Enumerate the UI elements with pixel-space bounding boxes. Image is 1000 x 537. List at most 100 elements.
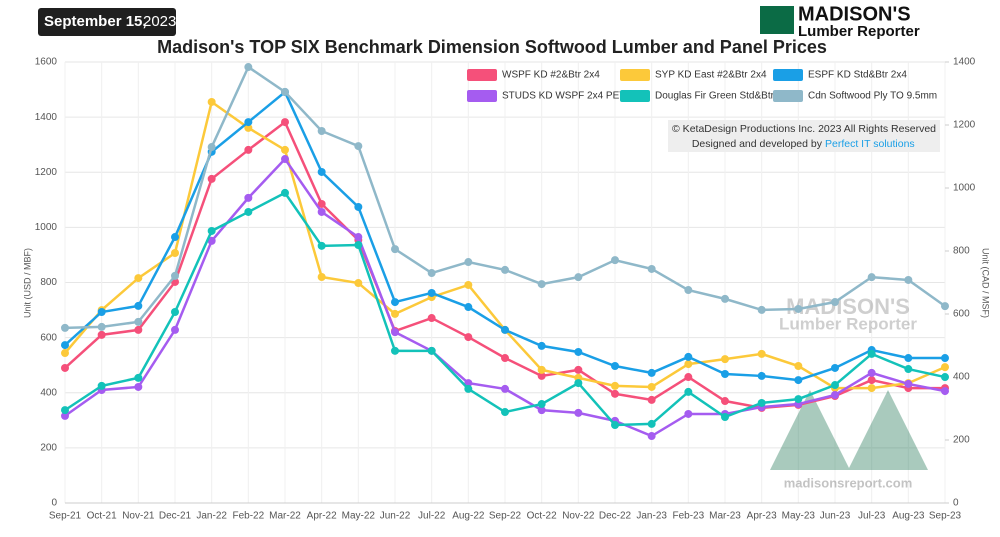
series-point bbox=[794, 362, 803, 371]
series-point bbox=[281, 87, 289, 96]
series-point bbox=[757, 305, 766, 314]
x-tick-label: Nov-22 bbox=[562, 511, 595, 522]
series-point bbox=[904, 379, 913, 388]
series-point bbox=[391, 346, 399, 355]
x-tick-label: Mar-22 bbox=[269, 511, 301, 522]
series-point bbox=[97, 330, 106, 339]
x-tick-label: Sep-23 bbox=[929, 511, 962, 522]
x-tick-label: Dec-22 bbox=[599, 511, 632, 522]
y-tick-label: 1400 bbox=[35, 112, 58, 123]
series-point bbox=[831, 298, 839, 307]
series-point bbox=[171, 307, 179, 316]
series-point bbox=[171, 325, 179, 334]
series-point bbox=[537, 341, 546, 350]
logo-mark bbox=[760, 6, 794, 34]
series-point bbox=[207, 236, 216, 245]
series-point bbox=[317, 126, 326, 135]
x-tick-label: May-23 bbox=[782, 511, 816, 522]
legend-swatch bbox=[773, 69, 803, 81]
logo: MADISON'S Lumber Reporter bbox=[760, 3, 920, 40]
watermark-bottom: Lumber Reporter bbox=[779, 314, 917, 333]
series-point bbox=[941, 387, 949, 396]
y2-tick-label: 1200 bbox=[953, 120, 976, 131]
x-tick-label: Dec-21 bbox=[159, 511, 192, 522]
series-point bbox=[721, 413, 729, 422]
series-point bbox=[684, 409, 693, 418]
y-axis-label: Unit (USD / MBF) bbox=[22, 248, 32, 318]
series-point bbox=[904, 365, 913, 374]
series-point bbox=[171, 271, 179, 280]
series-point bbox=[611, 362, 619, 371]
y2-tick-label: 600 bbox=[953, 309, 970, 320]
series-point bbox=[464, 280, 473, 289]
series-point bbox=[611, 256, 619, 265]
series-point bbox=[97, 322, 106, 331]
x-tick-label: Oct-22 bbox=[527, 511, 557, 522]
series-point bbox=[537, 365, 546, 374]
series-point bbox=[134, 325, 143, 334]
series-point bbox=[207, 97, 216, 106]
series-point bbox=[941, 363, 949, 372]
series-point bbox=[537, 280, 546, 289]
x-tick-label: Aug-22 bbox=[452, 511, 485, 522]
series-point bbox=[537, 400, 546, 409]
legend-swatch bbox=[467, 90, 497, 102]
watermark: MADISON'S Lumber Reporter madisonsreport… bbox=[770, 294, 928, 490]
series-point bbox=[244, 193, 253, 202]
x-tick-label: Jul-22 bbox=[418, 511, 446, 522]
credits-link[interactable]: Perfect IT solutions bbox=[825, 138, 915, 150]
series-point bbox=[831, 381, 839, 390]
series-point bbox=[134, 274, 143, 283]
date: September 15, bbox=[44, 13, 147, 30]
series-point bbox=[794, 304, 803, 313]
legend-label: WSPF KD #2&Btr 2x4 bbox=[502, 70, 600, 81]
series-point bbox=[61, 341, 69, 350]
series-point bbox=[391, 245, 399, 254]
legend-label: STUDS KD WSPF 2x4 PET bbox=[502, 91, 625, 102]
series-point bbox=[537, 371, 546, 380]
series-point bbox=[464, 303, 473, 312]
series-point bbox=[61, 406, 69, 415]
series-point bbox=[794, 395, 803, 404]
series-point bbox=[464, 333, 473, 342]
y2-tick-label: 200 bbox=[953, 435, 970, 446]
series-point bbox=[244, 63, 253, 72]
series-point bbox=[354, 279, 363, 288]
series-point bbox=[354, 233, 363, 242]
y2-tick-label: 0 bbox=[953, 498, 959, 509]
x-tick-label: Mar-23 bbox=[709, 511, 741, 522]
series-point bbox=[721, 397, 729, 406]
series-point bbox=[134, 317, 143, 326]
watermark-tree bbox=[848, 390, 928, 470]
year: 2023 bbox=[143, 13, 176, 30]
series-point bbox=[61, 323, 69, 332]
y2-tick-label: 800 bbox=[953, 246, 970, 257]
series-point bbox=[207, 226, 216, 235]
series-point bbox=[97, 307, 106, 316]
series-point bbox=[574, 273, 583, 282]
series-point bbox=[427, 346, 436, 355]
series-point bbox=[317, 167, 326, 176]
series-point bbox=[354, 202, 363, 211]
series-point bbox=[501, 354, 509, 363]
series-point bbox=[317, 207, 326, 216]
x-tick-label: Jun-23 bbox=[820, 511, 851, 522]
series-point bbox=[684, 387, 693, 396]
y-tick-label: 0 bbox=[51, 498, 57, 509]
y-tick-label: 1000 bbox=[35, 222, 58, 233]
series-point bbox=[537, 406, 546, 415]
series-point bbox=[794, 376, 803, 385]
x-tick-label: Feb-23 bbox=[672, 511, 704, 522]
series-point bbox=[97, 381, 106, 390]
series-point bbox=[464, 384, 473, 393]
series-point bbox=[244, 207, 253, 216]
series-point bbox=[574, 365, 583, 374]
x-tick-label: Oct-21 bbox=[87, 511, 117, 522]
series-point bbox=[134, 301, 143, 310]
series-point bbox=[611, 389, 619, 398]
watermark-url: madisonsreport.com bbox=[784, 475, 913, 490]
series-point bbox=[207, 174, 216, 183]
series-point bbox=[574, 347, 583, 356]
series-point bbox=[647, 264, 656, 273]
